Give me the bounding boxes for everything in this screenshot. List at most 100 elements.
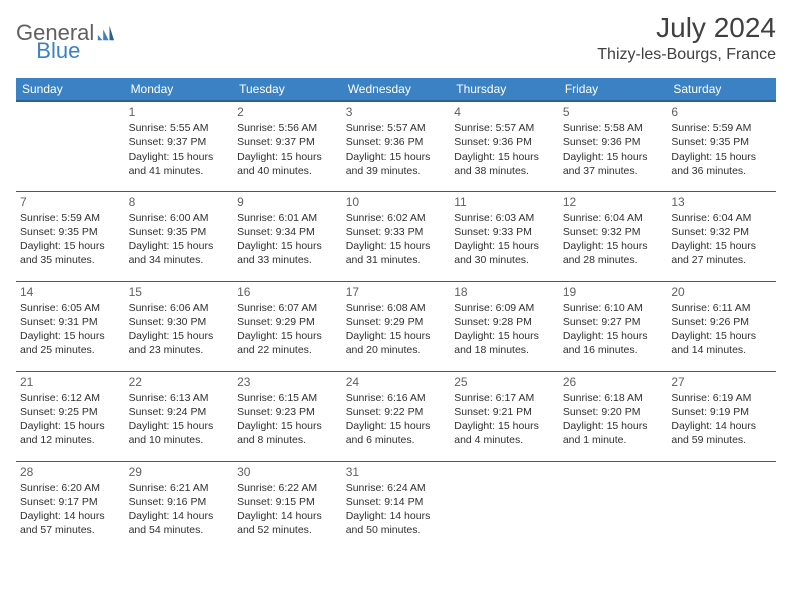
calendar-day: 6Sunrise: 5:59 AMSunset: 9:35 PMDaylight…	[667, 101, 776, 191]
sunrise-text: Sunrise: 6:06 AM	[129, 301, 230, 315]
sunrise-text: Sunrise: 6:12 AM	[20, 391, 121, 405]
sunset-text: Sunset: 9:31 PM	[20, 315, 121, 329]
sunrise-text: Sunrise: 6:04 AM	[563, 211, 664, 225]
calendar-day: 13Sunrise: 6:04 AMSunset: 9:32 PMDayligh…	[667, 191, 776, 281]
calendar-week: 21Sunrise: 6:12 AMSunset: 9:25 PM Dayligh…	[16, 371, 776, 461]
day-number: 31	[346, 464, 447, 480]
calendar-day: 3Sunrise: 5:57 AMSunset: 9:36 PMDaylight…	[342, 101, 451, 191]
sunset-text: Sunset: 9:25 PM	[20, 405, 121, 419]
day-number: 13	[671, 194, 772, 210]
sunrise-text: Sunrise: 6:09 AM	[454, 301, 555, 315]
day-number: 25	[454, 374, 555, 390]
day-number: 16	[237, 284, 338, 300]
daylight-text: Daylight: 15 hours and 41 minutes.	[129, 150, 230, 178]
day-number: 23	[237, 374, 338, 390]
sunrise-text: Sunrise: 6:10 AM	[563, 301, 664, 315]
sunrise-text: Sunrise: 6:00 AM	[129, 211, 230, 225]
calendar-day: 5Sunrise: 5:58 AMSunset: 9:36 PMDaylight…	[559, 101, 668, 191]
sunrise-text: Sunrise: 6:01 AM	[237, 211, 338, 225]
day-number: 7	[20, 194, 121, 210]
day-header: Tuesday	[233, 78, 342, 101]
sunrise-text: Sunrise: 6:19 AM	[671, 391, 772, 405]
sunset-text: Sunset: 9:20 PM	[563, 405, 664, 419]
daylight-text: Daylight: 15 hours and 31 minutes.	[346, 239, 447, 267]
daylight-text: Daylight: 15 hours and 6 minutes.	[346, 419, 447, 447]
calendar-day: 22Sunrise: 6:13 AMSunset: 9:24 PMDayligh…	[125, 371, 234, 461]
sunset-text: Sunset: 9:37 PM	[129, 135, 230, 149]
calendar-day: 19Sunrise: 6:10 AMSunset: 9:27 PMDayligh…	[559, 281, 668, 371]
day-number: 9	[237, 194, 338, 210]
daylight-text: Daylight: 15 hours and 40 minutes.	[237, 150, 338, 178]
sunrise-text: Sunrise: 5:56 AM	[237, 121, 338, 135]
daylight-text: Daylight: 15 hours and 10 minutes.	[129, 419, 230, 447]
calendar-day: 2Sunrise: 5:56 AMSunset: 9:37 PMDaylight…	[233, 101, 342, 191]
calendar-day: 14Sunrise: 6:05 AMSunset: 9:31 PMDayligh…	[16, 281, 125, 371]
daylight-text: Daylight: 14 hours and 57 minutes.	[20, 509, 121, 537]
calendar-day: 31Sunrise: 6:24 AMSunset: 9:14 PMDayligh…	[342, 461, 451, 551]
day-header-row: SundayMondayTuesdayWednesdayThursdayFrid…	[16, 78, 776, 101]
sunset-text: Sunset: 9:15 PM	[237, 495, 338, 509]
sunset-text: Sunset: 9:36 PM	[563, 135, 664, 149]
day-number: 29	[129, 464, 230, 480]
daylight-text: Daylight: 15 hours and 25 minutes.	[20, 329, 121, 357]
logo-chart-icon	[96, 24, 114, 42]
sunrise-text: Sunrise: 6:08 AM	[346, 301, 447, 315]
daylight-text: Daylight: 15 hours and 39 minutes.	[346, 150, 447, 178]
calendar-day-empty	[667, 461, 776, 551]
day-number: 15	[129, 284, 230, 300]
sunset-text: Sunset: 9:28 PM	[454, 315, 555, 329]
sunrise-text: Sunrise: 5:58 AM	[563, 121, 664, 135]
sunset-text: Sunset: 9:33 PM	[454, 225, 555, 239]
sunset-text: Sunset: 9:37 PM	[237, 135, 338, 149]
daylight-text: Daylight: 15 hours and 4 minutes.	[454, 419, 555, 447]
calendar-day: 4Sunrise: 5:57 AMSunset: 9:36 PMDaylight…	[450, 101, 559, 191]
daylight-text: Daylight: 15 hours and 30 minutes.	[454, 239, 555, 267]
sunset-text: Sunset: 9:35 PM	[129, 225, 230, 239]
logo-text-blue: Blue	[36, 38, 80, 64]
sunrise-text: Sunrise: 6:11 AM	[671, 301, 772, 315]
sunset-text: Sunset: 9:36 PM	[346, 135, 447, 149]
day-number: 20	[671, 284, 772, 300]
sunrise-text: Sunrise: 6:17 AM	[454, 391, 555, 405]
sunset-text: Sunset: 9:16 PM	[129, 495, 230, 509]
calendar-day: 17Sunrise: 6:08 AMSunset: 9:29 PMDayligh…	[342, 281, 451, 371]
sunrise-text: Sunrise: 6:24 AM	[346, 481, 447, 495]
daylight-text: Daylight: 15 hours and 14 minutes.	[671, 329, 772, 357]
day-number: 22	[129, 374, 230, 390]
daylight-text: Daylight: 15 hours and 22 minutes.	[237, 329, 338, 357]
day-number: 10	[346, 194, 447, 210]
calendar-day: 21Sunrise: 6:12 AMSunset: 9:25 PMDayligh…	[16, 371, 125, 461]
day-number: 6	[671, 104, 772, 120]
title-block: July 2024 Thizy-les-Bourgs, France	[597, 12, 776, 64]
calendar-day: 8Sunrise: 6:00 AMSunset: 9:35 PMDaylight…	[125, 191, 234, 281]
calendar-day: 27Sunrise: 6:19 AMSunset: 9:19 PMDayligh…	[667, 371, 776, 461]
daylight-text: Daylight: 15 hours and 1 minute.	[563, 419, 664, 447]
sunrise-text: Sunrise: 6:03 AM	[454, 211, 555, 225]
sunset-text: Sunset: 9:24 PM	[129, 405, 230, 419]
calendar-day: 11Sunrise: 6:03 AMSunset: 9:33 PMDayligh…	[450, 191, 559, 281]
sunrise-text: Sunrise: 6:21 AM	[129, 481, 230, 495]
day-number: 28	[20, 464, 121, 480]
daylight-text: Daylight: 15 hours and 34 minutes.	[129, 239, 230, 267]
day-number: 5	[563, 104, 664, 120]
calendar-day: 12Sunrise: 6:04 AMSunset: 9:32 PMDayligh…	[559, 191, 668, 281]
sunrise-text: Sunrise: 5:57 AM	[454, 121, 555, 135]
sunset-text: Sunset: 9:23 PM	[237, 405, 338, 419]
sunrise-text: Sunrise: 5:55 AM	[129, 121, 230, 135]
daylight-text: Daylight: 15 hours and 33 minutes.	[237, 239, 338, 267]
daylight-text: Daylight: 15 hours and 18 minutes.	[454, 329, 555, 357]
calendar-day: 24Sunrise: 6:16 AMSunset: 9:22 PMDayligh…	[342, 371, 451, 461]
sunset-text: Sunset: 9:34 PM	[237, 225, 338, 239]
calendar-day: 25Sunrise: 6:17 AMSunset: 9:21 PMDayligh…	[450, 371, 559, 461]
sunset-text: Sunset: 9:22 PM	[346, 405, 447, 419]
daylight-text: Daylight: 14 hours and 59 minutes.	[671, 419, 772, 447]
calendar-table: SundayMondayTuesdayWednesdayThursdayFrid…	[16, 78, 776, 551]
sunrise-text: Sunrise: 6:07 AM	[237, 301, 338, 315]
calendar-week: 28Sunrise: 6:20 AMSunset: 9:17 PMDayligh…	[16, 461, 776, 551]
sunset-text: Sunset: 9:30 PM	[129, 315, 230, 329]
calendar-day: 9Sunrise: 6:01 AMSunset: 9:34 PMDaylight…	[233, 191, 342, 281]
day-number: 21	[20, 374, 121, 390]
sunrise-text: Sunrise: 6:22 AM	[237, 481, 338, 495]
daylight-text: Daylight: 15 hours and 20 minutes.	[346, 329, 447, 357]
day-header: Monday	[125, 78, 234, 101]
